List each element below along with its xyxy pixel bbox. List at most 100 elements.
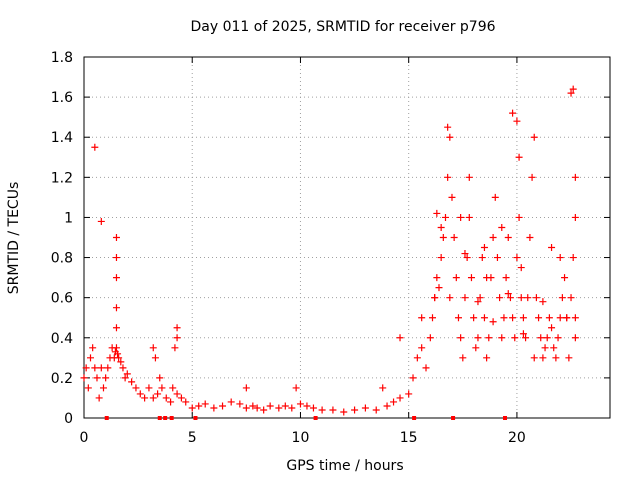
data-point [219, 402, 227, 410]
data-point [500, 314, 508, 322]
data-point [409, 374, 417, 382]
data-point [167, 398, 175, 406]
data-point [537, 334, 545, 342]
data-point [173, 324, 181, 332]
data-point [554, 334, 562, 342]
data-point [91, 364, 99, 372]
data-point [528, 173, 536, 181]
y-tick-label: 0.4 [51, 331, 73, 347]
y-tick-label: 0 [64, 411, 73, 427]
data-point [132, 384, 140, 392]
data-point [498, 334, 506, 342]
data-point [405, 390, 413, 398]
data-point [467, 274, 475, 282]
x-tick-label: 0 [80, 430, 89, 446]
data-point [95, 394, 103, 402]
data-point [532, 294, 540, 302]
data-point [493, 254, 501, 262]
data-point [459, 354, 467, 362]
zero-marker [193, 416, 198, 420]
grid [84, 57, 610, 418]
data-point [483, 274, 491, 282]
data-point [558, 294, 566, 302]
data-point [422, 364, 430, 372]
data-point [478, 254, 486, 262]
data-point [123, 370, 131, 378]
zero-marker [157, 416, 162, 420]
data-point [485, 334, 493, 342]
data-point [515, 213, 523, 221]
data-point [448, 193, 456, 201]
data-point [351, 406, 359, 414]
data-point [474, 334, 482, 342]
data-point [318, 406, 326, 414]
data-point [112, 274, 120, 282]
x-tick-label: 10 [292, 430, 310, 446]
data-point [439, 234, 447, 241]
data-point [461, 250, 469, 258]
data-point [567, 89, 575, 97]
data-point [504, 234, 512, 241]
data-point [141, 394, 149, 402]
data-point [450, 234, 458, 241]
data-point [80, 374, 88, 382]
data-point [429, 314, 437, 322]
data-point [396, 394, 404, 402]
data-point [550, 344, 558, 352]
data-point [112, 324, 120, 332]
data-point [188, 404, 196, 412]
data-point [539, 354, 547, 362]
data-point [86, 354, 94, 362]
data-point [93, 374, 101, 382]
data-point [288, 404, 296, 412]
data-point [522, 334, 530, 342]
data-point [545, 314, 553, 322]
data-point [515, 153, 523, 161]
data-point [452, 274, 460, 282]
data-point [435, 284, 443, 292]
data-point [446, 294, 454, 302]
data-point [548, 324, 556, 332]
data-point [543, 334, 551, 342]
data-point [556, 314, 564, 322]
data-point [513, 117, 521, 125]
data-point [89, 344, 97, 352]
y-tick-label: 0.8 [51, 251, 73, 267]
data-point [158, 384, 166, 392]
data-point [506, 294, 514, 302]
data-point [437, 254, 445, 262]
zero-marker [313, 416, 318, 420]
data-point [433, 209, 441, 217]
data-point [502, 274, 510, 282]
data-point [383, 402, 391, 410]
data-marks [80, 85, 579, 420]
data-point [182, 398, 190, 406]
data-point [446, 133, 454, 141]
data-point [156, 374, 164, 382]
data-point [162, 394, 170, 402]
data-point [104, 364, 112, 372]
data-point [556, 254, 564, 262]
data-point [173, 334, 181, 342]
data-point [171, 344, 179, 352]
data-point [504, 290, 512, 298]
data-point [569, 85, 577, 93]
data-point [151, 354, 159, 362]
data-point [97, 217, 105, 225]
data-point [281, 402, 289, 410]
data-point [296, 400, 304, 408]
data-point [91, 143, 99, 151]
data-point [483, 354, 491, 362]
data-point [418, 314, 426, 322]
y-tick-label: 0.6 [51, 291, 73, 307]
data-point [112, 344, 120, 352]
data-point [565, 354, 573, 362]
data-point [509, 314, 517, 322]
data-point [121, 374, 129, 382]
data-point [513, 254, 521, 262]
data-point [476, 294, 484, 302]
data-point [569, 254, 577, 262]
data-point [114, 350, 122, 358]
data-point [526, 234, 534, 241]
data-point [418, 344, 426, 352]
